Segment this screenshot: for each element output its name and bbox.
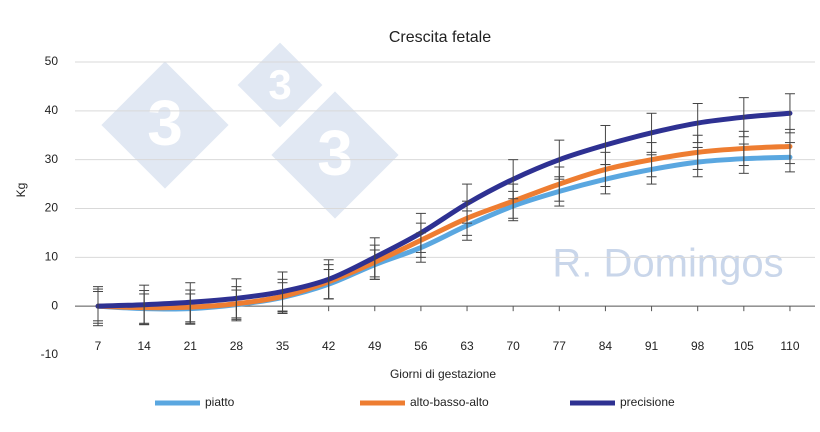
series-line [95,110,793,309]
x-tick-label: 56 [414,339,428,353]
x-tick-label: 7 [95,339,102,353]
x-tick-label: 35 [276,339,290,353]
error-bar [139,284,150,325]
error-bar [185,282,196,323]
series-line [95,143,793,311]
logo-diamond [271,91,399,219]
error-bar [323,259,334,300]
watermark: R. Domingos [552,242,783,286]
error-bar [600,124,611,166]
error-bar [784,93,795,134]
error-bar [415,212,426,253]
y-axis-title: Kg [14,183,28,198]
x-tick-label: 84 [599,339,613,353]
error-bar [369,237,380,278]
x-tick-label: 42 [322,339,336,353]
x-tick-label: 105 [734,339,754,353]
error-bar [462,183,473,224]
legend-label: precisione [620,395,675,409]
error-bar [508,159,519,200]
error-bar [646,112,657,153]
logo: 3 3 3 [101,42,399,219]
logo-digit: 3 [317,117,353,189]
x-tick-label: 49 [368,339,382,353]
y-tick-label: 30 [45,152,59,166]
x-tick-label: 63 [460,339,474,353]
y-tick-label: 20 [45,201,59,215]
x-tick-label: 110 [780,339,799,353]
x-tick-label: 21 [184,339,198,353]
y-tick-label: 0 [51,298,58,312]
error-bar [692,103,703,144]
x-tick-label: 98 [691,339,705,353]
error-bar [231,278,242,319]
legend-label: alto-basso-alto [410,395,489,409]
y-tick-label: 10 [45,250,59,264]
x-tick-label: 91 [645,339,659,353]
x-axis-title: Giorni di gestazione [390,367,496,381]
y-tick-label: -10 [41,347,59,361]
x-tick-label: 14 [137,339,151,353]
legend-label: piatto [205,395,235,409]
y-tick-label: 40 [45,103,59,117]
error-bar [93,286,103,327]
x-tick-label: 28 [230,339,244,353]
logo-digit: 3 [268,61,291,108]
error-bar [738,97,749,138]
y-tick-label: 50 [45,54,59,68]
logo-digit: 3 [147,87,183,159]
error-bar [554,139,565,180]
chart-title: Crescita fetale [389,29,491,46]
error-bar [277,271,288,312]
series-line [95,154,793,312]
x-tick-label: 77 [553,339,567,353]
x-tick-label: 70 [506,339,520,353]
logo-diamond [237,42,323,128]
